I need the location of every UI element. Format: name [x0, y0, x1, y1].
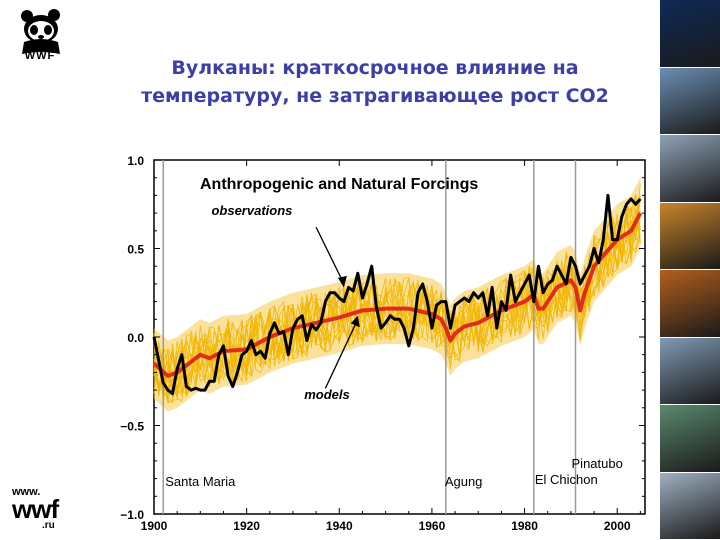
x-tick-label: 2000 — [604, 519, 631, 533]
annotations: observations models Santa Maria Agung El Chi… — [165, 203, 623, 489]
wwf-logo-text: WWF — [24, 50, 56, 62]
title-line-2: температуру, не затрагивающее рост СО2 — [141, 85, 609, 107]
x-tick-label: 1960 — [419, 519, 446, 533]
models-arrowhead — [350, 315, 360, 328]
model-run-line — [153, 196, 641, 397]
footer-wwf: wwf — [12, 494, 59, 524]
models-annotation: models — [304, 387, 350, 402]
space-stars-photo — [660, 0, 720, 68]
wwf-ru-logo: www. wwf .ru — [12, 486, 59, 531]
footer-www: www. — [12, 486, 41, 498]
sunset-grass-photo — [660, 202, 720, 270]
y-tick-label: −0.5 — [120, 420, 144, 434]
title-line-1: Вулканы: краткосрочное влияние на — [171, 57, 579, 79]
y-tick-label: 0.0 — [127, 331, 144, 345]
y-tick-label: 0.5 — [127, 243, 144, 257]
x-tick-label: 1980 — [511, 519, 538, 533]
observations-arrow — [315, 226, 345, 285]
footer-ru: .ru — [42, 520, 55, 531]
observations-arrowhead — [337, 275, 347, 288]
chart-title: Anthropogenic and Natural Forcings — [200, 176, 478, 193]
series-lines — [152, 193, 643, 396]
x-tick-label: 1920 — [233, 519, 260, 533]
models-arrow — [324, 319, 359, 389]
swan-photo — [660, 472, 720, 540]
wild-dog-photo — [660, 67, 720, 135]
observations-line — [152, 193, 642, 396]
volcano-label: El Chichon — [535, 472, 598, 487]
volcano-label: Santa Maria — [165, 474, 236, 489]
volcano-lines — [162, 160, 577, 514]
y-tick-label: 1.0 — [127, 154, 144, 168]
volcano-label: Agung — [445, 474, 483, 489]
lake-photo — [660, 405, 720, 473]
volcano-label: Pinatubo — [572, 456, 623, 471]
observations-annotation: observations — [211, 203, 292, 218]
slide-title: Вулканы: краткосрочное влияние на темпер… — [110, 54, 640, 110]
wwf-panda-logo — [21, 9, 60, 54]
y-tick-label: −1.0 — [120, 508, 144, 522]
model-run-line — [153, 207, 641, 402]
tiger-photo — [660, 270, 720, 338]
snowy-forest-photo — [660, 337, 720, 405]
photo-strip — [660, 0, 720, 540]
x-tick-label: 1940 — [326, 519, 353, 533]
mountain-photo — [660, 135, 720, 203]
axes: 1900 1920 1940 1960 1980 2000 1.0 0.5 0.0 −0.5 −1.… — [120, 154, 645, 533]
x-tick-label: 1900 — [141, 519, 168, 533]
model-run-line — [153, 217, 641, 403]
